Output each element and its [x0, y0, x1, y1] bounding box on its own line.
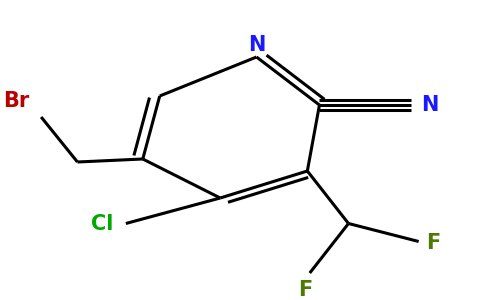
Text: Cl: Cl [91, 214, 114, 233]
Text: F: F [298, 280, 312, 300]
Text: Br: Br [3, 91, 29, 111]
Text: N: N [421, 95, 439, 115]
Text: F: F [426, 233, 440, 253]
Text: N: N [248, 35, 265, 56]
